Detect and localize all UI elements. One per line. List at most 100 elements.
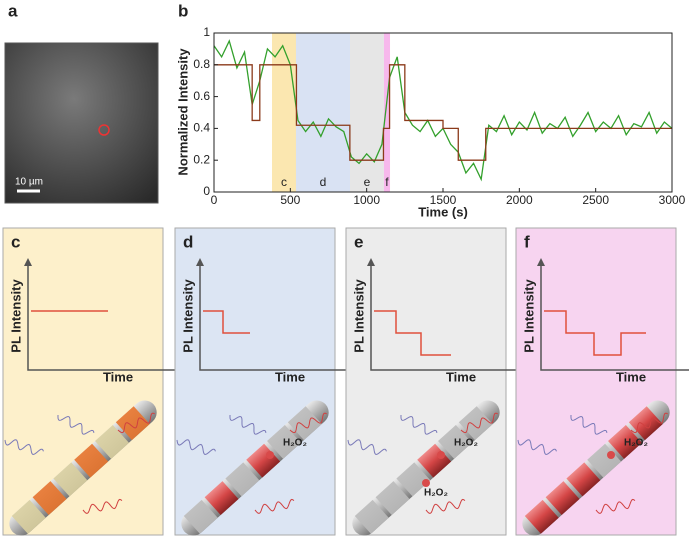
x-tick-label: 2500 (582, 193, 609, 207)
panel-label: c (11, 232, 20, 251)
region (272, 33, 296, 192)
y-tick-label: 0.2 (193, 152, 210, 166)
nanorod (181, 400, 329, 536)
y-tick-label: 0 (203, 184, 210, 198)
rod-segment (628, 406, 663, 441)
rod-segment (225, 462, 260, 497)
x-axis-label: Time (275, 369, 305, 384)
schematics: c PL Intensity Time d PL Intensity Time H₂O₂ e P… (2, 227, 689, 536)
light-wave (595, 498, 636, 514)
light-wave (425, 498, 466, 514)
light-wave (82, 498, 123, 514)
panel-label: f (524, 232, 530, 251)
rod-segment (354, 499, 389, 534)
light-wave (460, 412, 498, 434)
molecule-label: H₂O₂ (424, 488, 448, 499)
light-wave (630, 412, 668, 434)
molecule-label: H₂O₂ (283, 438, 307, 449)
scale-bar-label: 10 µm (15, 177, 43, 188)
molecule-atom (422, 479, 430, 487)
panel-label: d (183, 232, 193, 251)
light-wave (4, 439, 44, 455)
schematic-panel: f PL Intensity Time H₂O₂ (515, 227, 689, 536)
y-tick-label: 0.4 (193, 121, 210, 135)
rod-segment (32, 481, 67, 516)
intensity-trace (544, 310, 646, 356)
region-label: e (364, 175, 371, 189)
x-tick-label: 500 (280, 193, 300, 207)
light-wave (229, 414, 267, 435)
light-wave (289, 412, 327, 434)
light-wave (254, 498, 295, 514)
panel-background (515, 227, 677, 536)
rod-segment (375, 481, 410, 516)
molecule-atom (607, 451, 615, 459)
intensity-trace (203, 310, 250, 334)
rod-segment (545, 481, 580, 516)
region-label: f (385, 175, 389, 189)
panel-background (2, 227, 164, 536)
y-axis-label: PL Intensity (351, 279, 366, 353)
rod-segment (438, 424, 472, 459)
x-tick-label: 2000 (506, 193, 533, 207)
light-wave (117, 412, 155, 434)
region (295, 33, 351, 192)
rod-segment (396, 462, 431, 497)
rod-segment (95, 424, 129, 459)
molecule-label: H₂O₂ (454, 438, 478, 449)
y-axis-label: Normalized Intensity (175, 48, 190, 176)
rod-segment (204, 481, 239, 516)
nanorod (522, 400, 670, 536)
y-tick-label: 0.6 (193, 89, 210, 103)
panel-label: e (354, 232, 363, 251)
panel-label: b (178, 1, 188, 20)
x-axis-label: Time (616, 369, 646, 384)
x-tick-label: 1000 (353, 193, 380, 207)
y-tick-label: 1 (203, 25, 210, 39)
chart: c d e f 0 0.2 0.4 0.6 0.8 1 0 500 1000 1500 2000 2500 30… (175, 25, 685, 219)
schematic-panel: e PL Intensity Time H₂O₂ H₂O₂ (345, 227, 535, 536)
light-wave (517, 439, 557, 455)
region-label: c (281, 175, 287, 189)
x-tick-label: 1500 (430, 193, 457, 207)
rod-segment (566, 462, 601, 497)
axis-arrow (537, 258, 545, 266)
rod-segment (458, 406, 493, 441)
x-tick-label: 3000 (659, 193, 686, 207)
axes (199, 262, 360, 371)
molecule-atom (437, 451, 445, 459)
y-axis-label: PL Intensity (521, 279, 536, 353)
axes (540, 262, 689, 371)
rod-segment (524, 499, 559, 534)
rod-segment (74, 443, 109, 478)
light-wave (570, 414, 608, 435)
light-wave (57, 414, 95, 435)
rod-segment (11, 499, 46, 534)
rod-segment (115, 406, 150, 441)
axes (27, 262, 188, 371)
schematic-panel: d PL Intensity Time H₂O₂ (174, 227, 364, 536)
nanorod (352, 400, 500, 536)
light-wave (176, 439, 216, 455)
axes (370, 262, 531, 371)
rod-segment (267, 424, 301, 459)
rod-segment (183, 499, 218, 534)
molecule-label: H₂O₂ (624, 438, 648, 449)
y-axis-label: PL Intensity (8, 279, 23, 353)
panel-label: a (8, 1, 18, 20)
y-axis-label: PL Intensity (180, 279, 195, 353)
roi-circle (98, 124, 110, 136)
x-axis-label: Time (103, 369, 133, 384)
x-axis-label: Time (s) (418, 204, 468, 219)
rod-segment (287, 406, 322, 441)
micrograph (4, 42, 159, 204)
light-wave (400, 414, 438, 435)
region (383, 33, 391, 192)
x-axis-label: Time (446, 369, 476, 384)
rod-segment (53, 462, 88, 497)
schematic-panel: c PL Intensity Time (2, 227, 192, 536)
rod-segment (608, 424, 642, 459)
intensity-trace (374, 310, 451, 356)
y-tick-label: 0.8 (193, 57, 210, 71)
